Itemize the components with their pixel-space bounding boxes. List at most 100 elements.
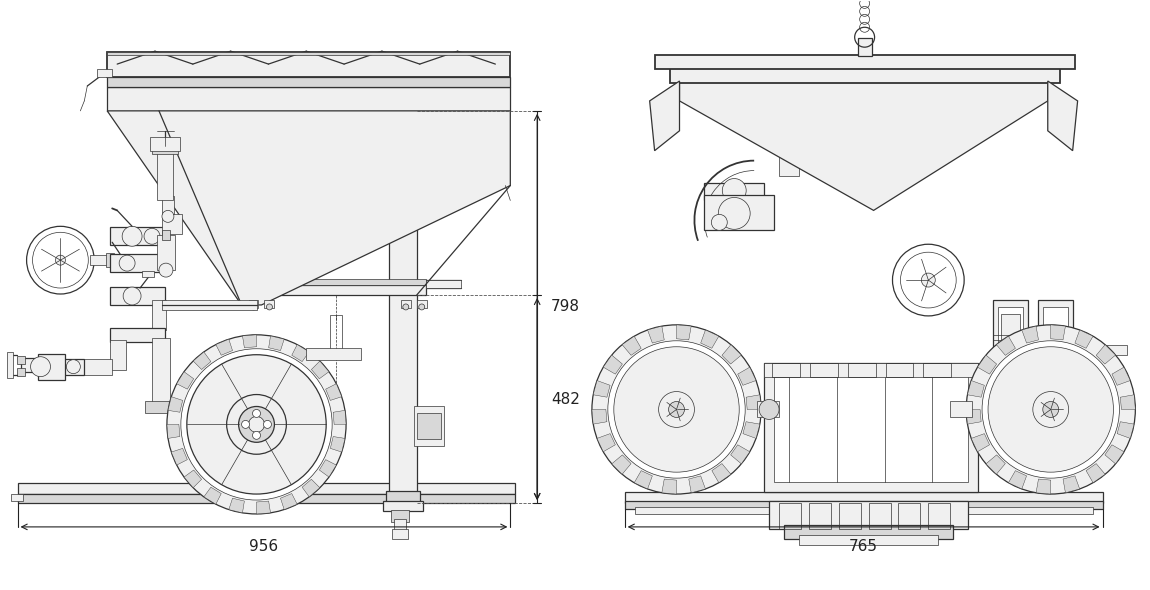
Bar — [158, 150, 172, 201]
Circle shape — [267, 304, 273, 310]
Bar — [799, 535, 938, 545]
Circle shape — [159, 263, 172, 277]
Bar — [330, 315, 342, 355]
Bar — [1060, 351, 1066, 356]
Bar — [158, 235, 175, 270]
Bar — [248, 300, 259, 308]
Polygon shape — [184, 470, 201, 488]
Circle shape — [1051, 348, 1095, 392]
Polygon shape — [330, 437, 345, 452]
Bar — [1087, 358, 1091, 363]
Polygon shape — [996, 336, 1015, 355]
Bar — [1037, 300, 1073, 389]
Bar — [764, 363, 979, 376]
Circle shape — [253, 409, 261, 417]
Bar — [264, 300, 275, 308]
Bar — [83, 359, 113, 375]
Bar — [107, 52, 511, 77]
Bar — [923, 363, 951, 376]
Bar — [1087, 376, 1091, 382]
Bar — [1078, 345, 1127, 355]
Polygon shape — [986, 455, 1005, 474]
Polygon shape — [1075, 330, 1092, 348]
Bar — [769, 501, 968, 529]
Bar — [1089, 367, 1094, 372]
Bar — [62, 359, 84, 375]
Circle shape — [614, 347, 739, 472]
Bar — [110, 328, 164, 342]
Bar — [17, 494, 515, 503]
Bar — [91, 255, 108, 265]
Polygon shape — [292, 345, 309, 362]
Polygon shape — [243, 335, 256, 348]
Polygon shape — [967, 381, 984, 397]
Polygon shape — [604, 355, 622, 374]
Circle shape — [1033, 392, 1068, 427]
Polygon shape — [302, 479, 320, 497]
Polygon shape — [592, 409, 607, 424]
Circle shape — [31, 357, 51, 376]
Polygon shape — [171, 448, 187, 465]
Bar — [782, 85, 812, 99]
Bar — [252, 285, 426, 295]
Circle shape — [227, 395, 286, 454]
Bar — [624, 501, 1103, 509]
Bar — [10, 494, 23, 501]
Polygon shape — [662, 479, 676, 494]
Circle shape — [67, 360, 80, 373]
Polygon shape — [978, 355, 997, 374]
Polygon shape — [1105, 445, 1124, 464]
Bar — [810, 363, 837, 376]
Circle shape — [712, 214, 727, 230]
Bar — [110, 254, 160, 272]
Polygon shape — [216, 339, 232, 355]
Bar — [635, 507, 1092, 514]
Circle shape — [120, 255, 135, 271]
Bar — [1051, 367, 1056, 372]
Circle shape — [608, 341, 745, 478]
Polygon shape — [281, 494, 297, 510]
Bar — [772, 363, 800, 376]
Bar — [1053, 376, 1059, 382]
Polygon shape — [1022, 326, 1038, 343]
Circle shape — [263, 421, 271, 428]
Circle shape — [790, 89, 804, 103]
Bar — [868, 503, 890, 529]
Circle shape — [419, 304, 424, 310]
Polygon shape — [1112, 367, 1130, 385]
Polygon shape — [634, 471, 652, 489]
Bar — [383, 501, 423, 511]
Bar — [107, 87, 511, 111]
Bar — [150, 137, 179, 150]
Circle shape — [988, 347, 1113, 472]
Polygon shape — [168, 396, 183, 412]
Bar — [1000, 314, 1020, 382]
Bar — [386, 491, 420, 503]
Circle shape — [779, 121, 799, 141]
Bar — [98, 69, 113, 77]
Bar — [1053, 358, 1059, 363]
Bar — [669, 67, 1059, 83]
Polygon shape — [334, 411, 346, 424]
Polygon shape — [193, 352, 210, 369]
Bar — [162, 230, 170, 240]
Bar — [624, 492, 1103, 503]
Polygon shape — [650, 81, 680, 150]
Bar — [928, 503, 950, 529]
Circle shape — [966, 325, 1135, 494]
Bar — [992, 300, 1028, 389]
Circle shape — [242, 421, 250, 428]
Polygon shape — [1120, 395, 1135, 409]
Circle shape — [722, 179, 746, 202]
Bar — [772, 97, 822, 119]
Polygon shape — [712, 464, 731, 483]
Polygon shape — [972, 434, 989, 452]
Circle shape — [1067, 363, 1079, 376]
Polygon shape — [1048, 81, 1078, 150]
Circle shape — [162, 211, 174, 222]
Polygon shape — [1063, 476, 1080, 493]
Bar — [779, 126, 799, 176]
Polygon shape — [612, 455, 631, 474]
Bar — [838, 503, 860, 529]
Bar — [1060, 384, 1066, 388]
